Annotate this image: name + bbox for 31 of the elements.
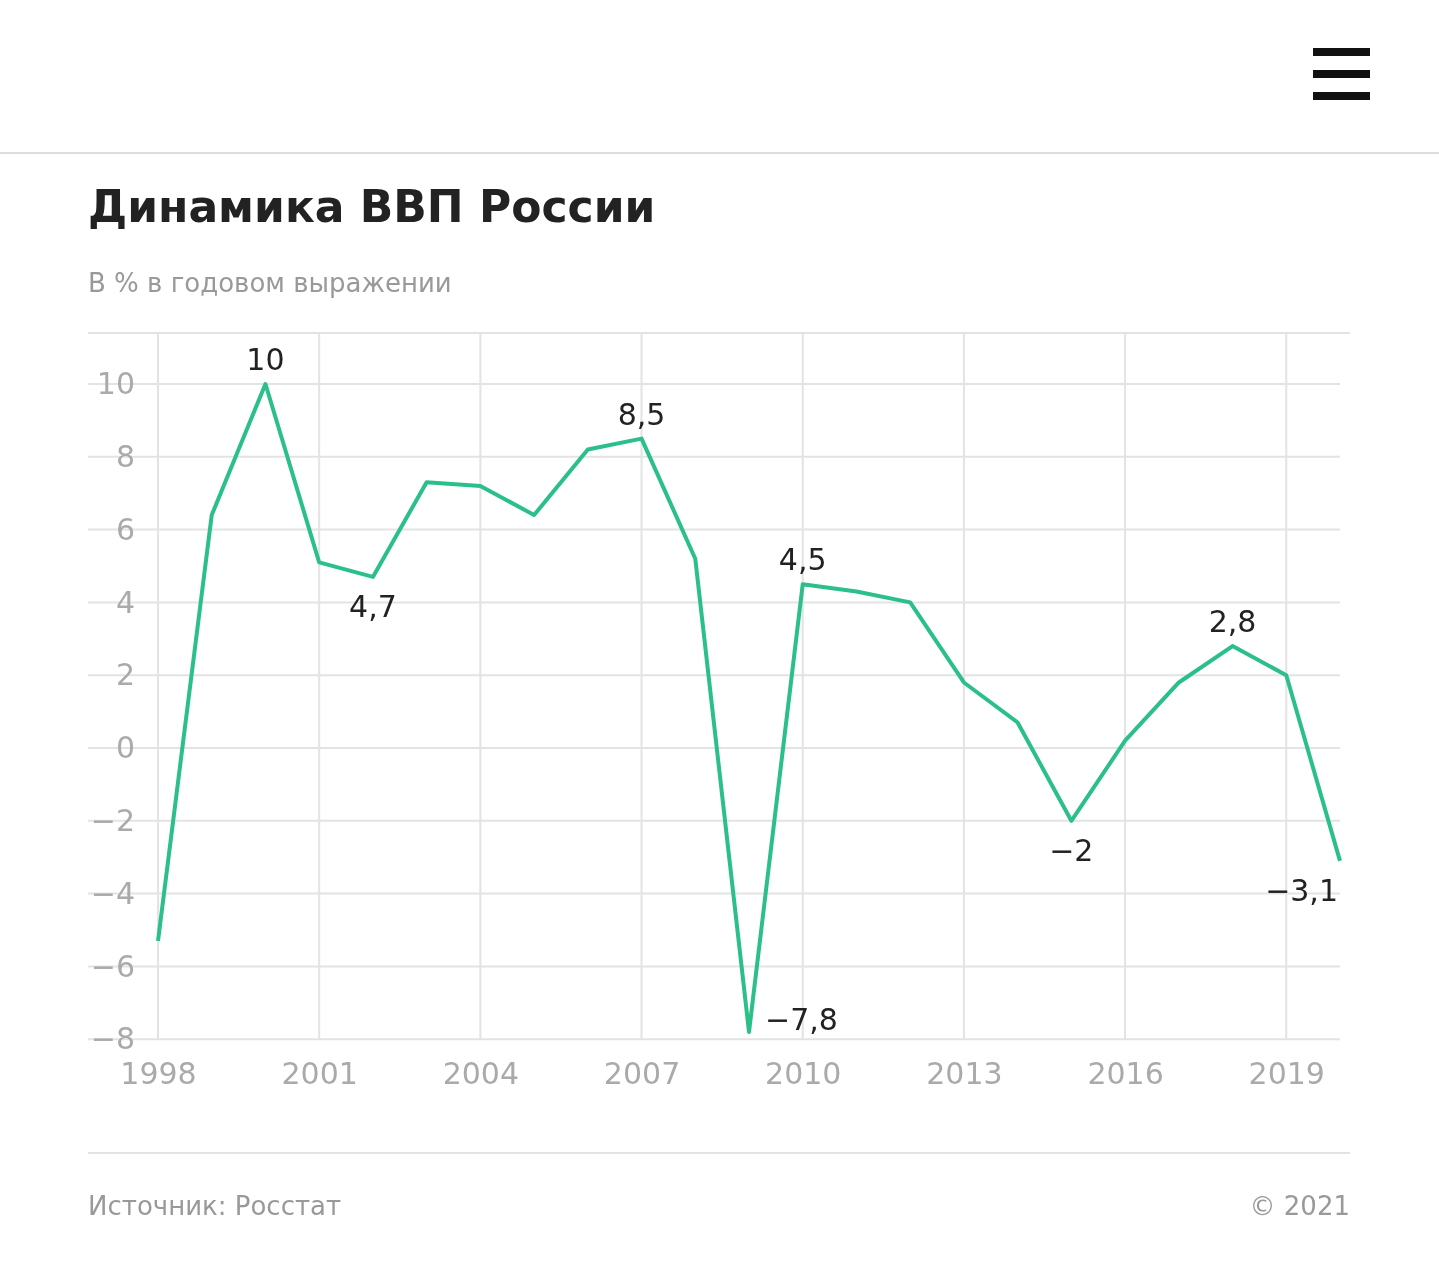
text: © 2021 (1249, 1191, 1350, 1221)
data-label: 10 (246, 342, 285, 377)
y-tick-label: 6 (115, 511, 135, 547)
data-label: 2,8 (1208, 604, 1257, 640)
y-tick-label: 8 (115, 438, 135, 474)
x-tick-label: 2016 (1087, 1055, 1164, 1091)
data-label: 4,5 (778, 542, 827, 578)
data-label: 4,7 (349, 588, 397, 624)
line-series (156, 382, 1342, 1034)
y-tick-label: 2 (115, 657, 135, 693)
y-tick-label: −6 (90, 948, 135, 984)
y-tick-label: −2 (90, 802, 135, 838)
x-tick-label: 1998 (120, 1055, 197, 1091)
chart-title: Динамика ВВП России (88, 181, 656, 232)
y-tick-label: −8 (90, 1021, 135, 1057)
x-tick-label: 2010 (765, 1055, 842, 1091)
x-tick-label: 2001 (281, 1055, 358, 1091)
y-tick-label: −4 (90, 875, 135, 911)
data-label: −3,1 (1265, 872, 1338, 908)
data-label: 8,5 (617, 396, 666, 432)
y-tick-label: 10 (96, 366, 135, 402)
x-tick-label: 2019 (1248, 1055, 1325, 1091)
x-tick-label: 2013 (926, 1055, 1003, 1091)
chart-subtitle: В % в годовом выражении (88, 268, 452, 298)
text: Источник: Росстат (88, 1191, 342, 1221)
y-tick-label: 4 (115, 584, 135, 620)
x-tick-label: 2007 (603, 1055, 681, 1091)
data-label: −7,8 (765, 1001, 838, 1037)
x-tick-label: 2004 (442, 1055, 520, 1091)
data-label: −2 (1049, 832, 1094, 868)
y-tick-label: 0 (115, 730, 135, 766)
